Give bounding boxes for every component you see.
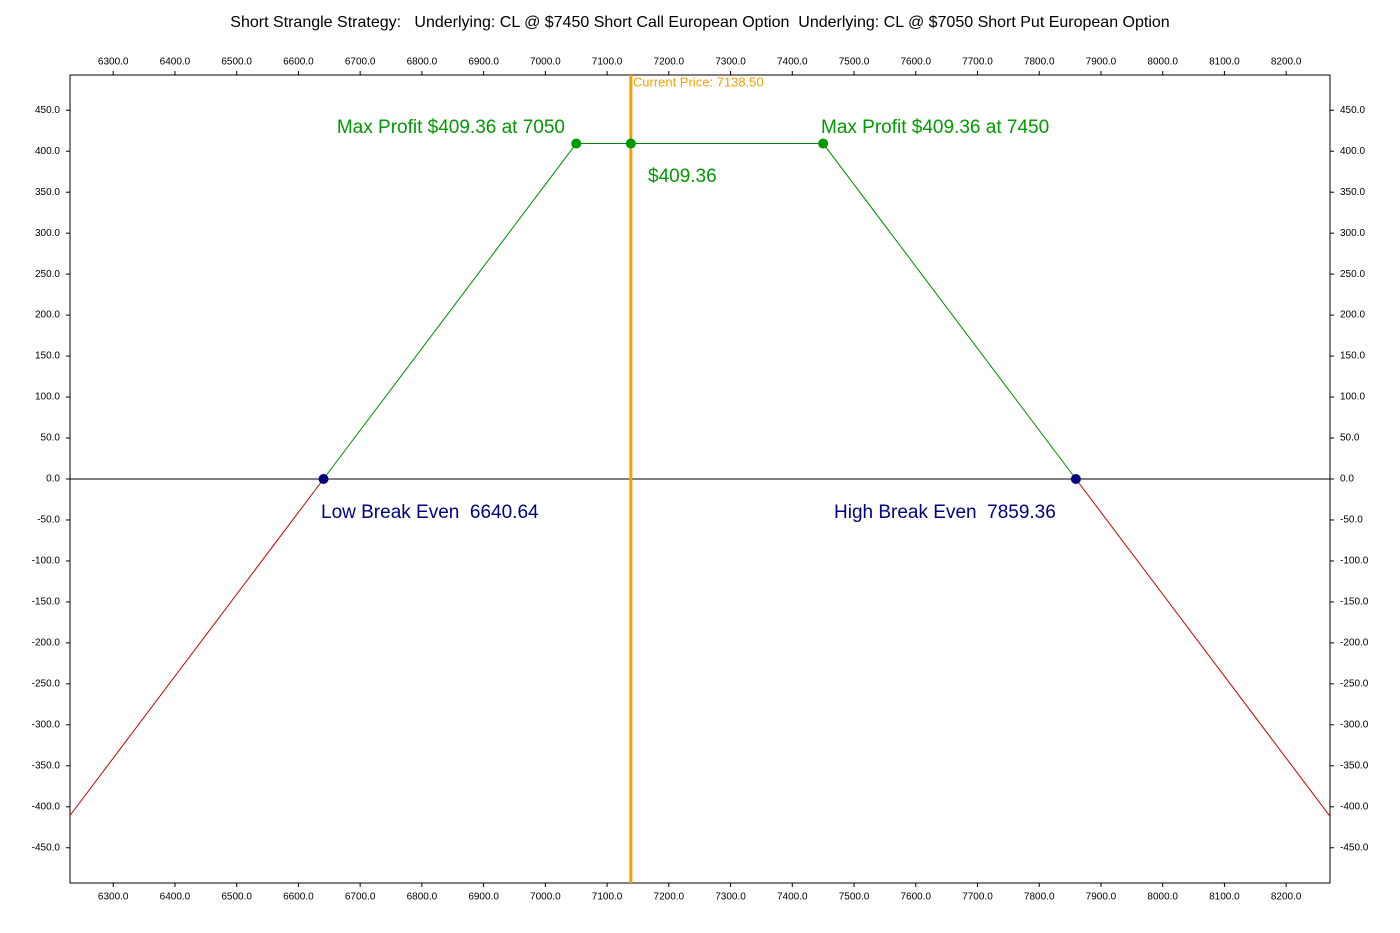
y-tick-label: -450.0 (1340, 842, 1369, 853)
y-tick-label: -150.0 (1340, 597, 1369, 608)
y-tick-label: -150.0 (32, 597, 61, 608)
x-tick-label: 7800.0 (1024, 892, 1055, 903)
y-tick-label: 100.0 (1340, 392, 1365, 403)
x-tick-label: 7000.0 (530, 57, 561, 68)
annotation: Max Profit $409.36 at 7450 (821, 117, 1049, 138)
point (818, 138, 829, 149)
x-tick-label: 6900.0 (468, 892, 499, 903)
y-tick-label: 200.0 (35, 310, 60, 321)
y-tick-label: 400.0 (35, 146, 60, 157)
y-tick-label: 450.0 (1340, 105, 1365, 116)
y-tick-label: -400.0 (1340, 801, 1369, 812)
y-tick-label: -250.0 (1340, 679, 1369, 690)
x-tick-label: 8100.0 (1209, 57, 1240, 68)
y-tick-label: -250.0 (32, 679, 61, 690)
current-price-label: Current Price: 7138.50 (633, 74, 764, 89)
x-tick-label: 7000.0 (530, 892, 561, 903)
y-tick-label: 250.0 (1340, 269, 1365, 280)
x-tick-label: 6900.0 (468, 57, 499, 68)
annotation: Max Profit $409.36 at 7050 (337, 117, 565, 138)
x-tick-label: 7200.0 (654, 892, 685, 903)
x-tick-label: 6800.0 (407, 892, 438, 903)
y-tick-label: -50.0 (37, 515, 60, 526)
payoff-line (323, 143, 1077, 480)
y-tick-label: 100.0 (35, 392, 60, 403)
x-tick-label: 6800.0 (407, 57, 438, 68)
x-tick-label: 6300.0 (98, 57, 129, 68)
x-tick-label: 8000.0 (1147, 57, 1178, 68)
x-tick-label: 7300.0 (715, 892, 746, 903)
x-tick-label: 7200.0 (654, 57, 685, 68)
x-tick-label: 6600.0 (283, 892, 314, 903)
x-tick-label: 6600.0 (283, 57, 314, 68)
annotation: $409.36 (648, 166, 717, 187)
y-tick-label: 400.0 (1340, 146, 1365, 157)
y-tick-label: -300.0 (32, 719, 61, 730)
x-tick-label: 6400.0 (160, 892, 191, 903)
y-tick-label: 150.0 (1340, 351, 1365, 362)
x-tick-label: 6300.0 (98, 892, 129, 903)
y-tick-label: -50.0 (1340, 515, 1363, 526)
x-tick-label: 6500.0 (221, 57, 252, 68)
y-tick-label: -350.0 (1340, 760, 1369, 771)
point (571, 138, 582, 149)
x-tick-label: 7800.0 (1024, 57, 1055, 68)
payoff-line (69, 478, 324, 816)
x-tick-label: 7900.0 (1086, 892, 1117, 903)
y-tick-label: -450.0 (32, 842, 61, 853)
x-tick-label: 7900.0 (1086, 57, 1117, 68)
x-tick-label: 7300.0 (715, 57, 746, 68)
x-tick-label: 7700.0 (962, 892, 993, 903)
y-tick-label: -300.0 (1340, 719, 1369, 730)
payoff-line (1075, 478, 1331, 817)
y-tick-label: 150.0 (35, 351, 60, 362)
y-tick-label: -100.0 (1340, 556, 1369, 567)
y-tick-label: 300.0 (35, 228, 60, 239)
x-tick-label: 7600.0 (900, 892, 931, 903)
x-tick-label: 8000.0 (1147, 892, 1178, 903)
y-tick-label: -100.0 (32, 556, 61, 567)
x-tick-label: 6700.0 (345, 57, 376, 68)
y-tick-label: 200.0 (1340, 310, 1365, 321)
y-tick-label: -200.0 (32, 638, 61, 649)
y-tick-label: 50.0 (1340, 433, 1360, 444)
x-tick-label: 7500.0 (839, 57, 870, 68)
y-tick-label: 50.0 (41, 433, 61, 444)
annotation: Low Break Even 6640.64 (321, 502, 539, 523)
x-tick-label: 8100.0 (1209, 892, 1240, 903)
point (625, 138, 636, 149)
point (318, 474, 329, 484)
y-tick-label: 0.0 (46, 474, 60, 485)
x-tick-label: 7400.0 (777, 892, 808, 903)
y-tick-label: 250.0 (35, 269, 60, 280)
x-tick-label: 6700.0 (345, 892, 376, 903)
x-tick-label: 7100.0 (592, 57, 623, 68)
y-tick-label: 300.0 (1340, 228, 1365, 239)
point (1070, 474, 1081, 484)
y-tick-label: 350.0 (1340, 187, 1365, 198)
y-tick-label: 450.0 (35, 105, 60, 116)
x-tick-label: 6500.0 (221, 892, 252, 903)
x-tick-label: 8200.0 (1271, 57, 1302, 68)
y-tick-label: -200.0 (1340, 638, 1369, 649)
y-tick-label: -400.0 (32, 801, 61, 812)
x-tick-label: 7700.0 (962, 57, 993, 68)
x-tick-label: 7600.0 (900, 57, 931, 68)
y-tick-label: 0.0 (1340, 474, 1354, 485)
x-tick-label: 7500.0 (839, 892, 870, 903)
x-tick-label: 7400.0 (777, 57, 808, 68)
x-tick-label: 6400.0 (160, 57, 191, 68)
x-tick-label: 7100.0 (592, 892, 623, 903)
y-tick-label: 350.0 (35, 187, 60, 198)
x-tick-label: 8200.0 (1271, 892, 1302, 903)
chart-title: Short Strangle Strategy: Underlying: CL … (230, 14, 1169, 31)
annotation: High Break Even 7859.36 (834, 502, 1056, 523)
y-tick-label: -350.0 (32, 760, 61, 771)
